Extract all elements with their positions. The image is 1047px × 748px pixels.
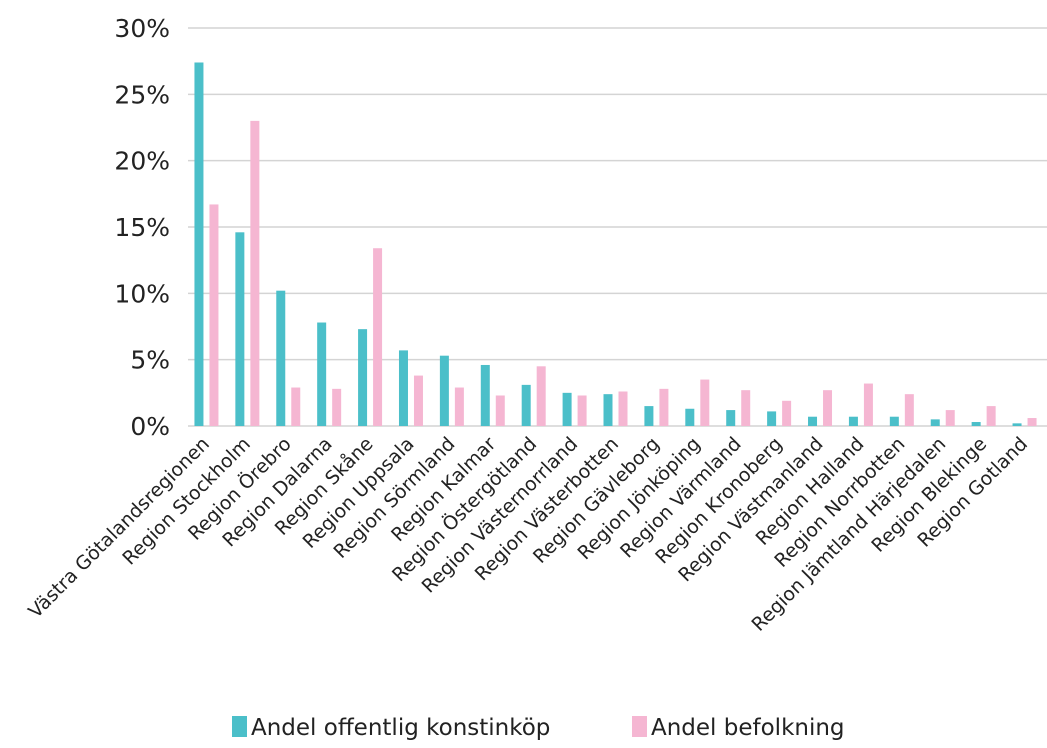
bar-public-purchases: [726, 410, 736, 426]
bar-public-purchases: [194, 62, 204, 426]
bar-public-purchases: [521, 384, 531, 426]
bar-public-purchases: [930, 419, 940, 426]
bar-public-purchases: [562, 392, 572, 426]
bar-population: [823, 390, 833, 426]
bar-population: [618, 391, 628, 426]
legend-swatch-public-purchases: [232, 716, 247, 737]
bar-public-purchases: [358, 329, 368, 426]
bar-public-purchases: [603, 394, 613, 426]
y-tick-label: 0%: [130, 412, 170, 441]
y-axis-ticks: 0% 5% 10% 15% 20% 25% 30%: [114, 14, 170, 441]
bar-public-purchases: [889, 416, 899, 426]
y-tick-label: 25%: [114, 80, 170, 109]
bar-population: [332, 388, 342, 426]
legend-label-public-purchases: Andel offentlig konstinköp: [251, 715, 550, 741]
bar-population: [291, 387, 301, 426]
bar-population: [454, 387, 464, 426]
bar-population: [700, 379, 710, 426]
gridlines: [188, 27, 1047, 427]
y-tick-label: 10%: [114, 279, 170, 308]
bar-public-purchases: [685, 408, 695, 426]
bar-public-purchases: [1012, 423, 1022, 426]
bar-population: [782, 400, 792, 426]
bar-population: [1027, 418, 1037, 426]
bar-public-purchases: [398, 350, 408, 426]
bar-population: [413, 375, 423, 426]
bar-population: [373, 248, 383, 426]
bar-population: [863, 383, 873, 426]
bar-population: [536, 366, 546, 426]
y-tick-label: 5%: [130, 346, 170, 375]
bar-population: [945, 410, 955, 426]
bar-population: [495, 395, 505, 426]
bar-public-purchases: [971, 422, 981, 426]
legend-label-population: Andel befolkning: [651, 715, 845, 741]
bar-public-purchases: [235, 232, 245, 426]
legend: Andel offentlig konstinköp Andel befolkn…: [232, 715, 845, 741]
bar-public-purchases: [808, 416, 818, 426]
bar-public-purchases: [439, 355, 449, 426]
bar-public-purchases: [317, 322, 327, 426]
bar-population: [986, 406, 996, 426]
bar-population: [741, 390, 751, 426]
bar-public-purchases: [480, 364, 490, 426]
bar-population: [904, 394, 914, 426]
y-tick-label: 15%: [114, 213, 170, 242]
y-tick-label: 20%: [114, 147, 170, 176]
bar-population: [209, 204, 219, 426]
bar-public-purchases: [644, 406, 654, 426]
bar-population: [577, 395, 587, 426]
bar-public-purchases: [276, 290, 286, 426]
bar-public-purchases: [767, 411, 777, 426]
bar-public-purchases: [848, 416, 858, 426]
bars: [194, 62, 1037, 426]
y-tick-label: 30%: [114, 14, 170, 43]
bar-population: [250, 120, 260, 426]
bar-population: [659, 388, 669, 426]
legend-swatch-population: [632, 716, 647, 737]
